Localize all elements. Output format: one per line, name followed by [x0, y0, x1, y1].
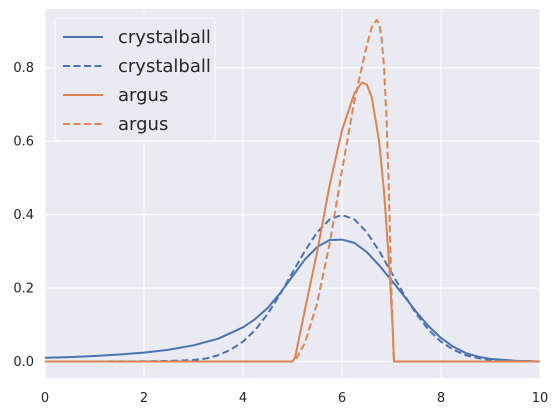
grid-lines [44, 9, 541, 378]
x-tick-label: 0 [41, 391, 49, 406]
x-tick-label: 10 [532, 391, 549, 406]
x-tick-label: 6 [338, 391, 346, 406]
legend: crystalball crystalball argus argus [54, 17, 216, 142]
series-line-argus-dashed [45, 19, 540, 363]
y-tick-label: 0.6 [13, 135, 34, 150]
y-tick-label: 0.4 [13, 208, 34, 223]
legend-label-argus: argus [118, 114, 168, 135]
tick-labels: 0 2 4 6 8 10 0.0 0.2 0.4 0.6 0.8 [13, 61, 548, 406]
series-lines [44, 19, 541, 363]
series-line-crystalball-solid [44, 238, 541, 363]
legend-label-crystalball: crystalball [118, 27, 211, 48]
y-tick-label: 0.0 [13, 355, 34, 370]
legend-label-crystalball: crystalball [118, 56, 211, 77]
y-tick-label: 0.2 [13, 282, 34, 297]
x-tick-label: 2 [140, 391, 148, 406]
y-tick-label: 0.8 [13, 61, 34, 76]
x-tick-label: 4 [239, 391, 247, 406]
x-tick-label: 8 [437, 391, 445, 406]
legend-box [54, 17, 216, 142]
legend-label-argus: argus [118, 85, 168, 106]
series-line-crystalball-dashed [45, 213, 541, 363]
